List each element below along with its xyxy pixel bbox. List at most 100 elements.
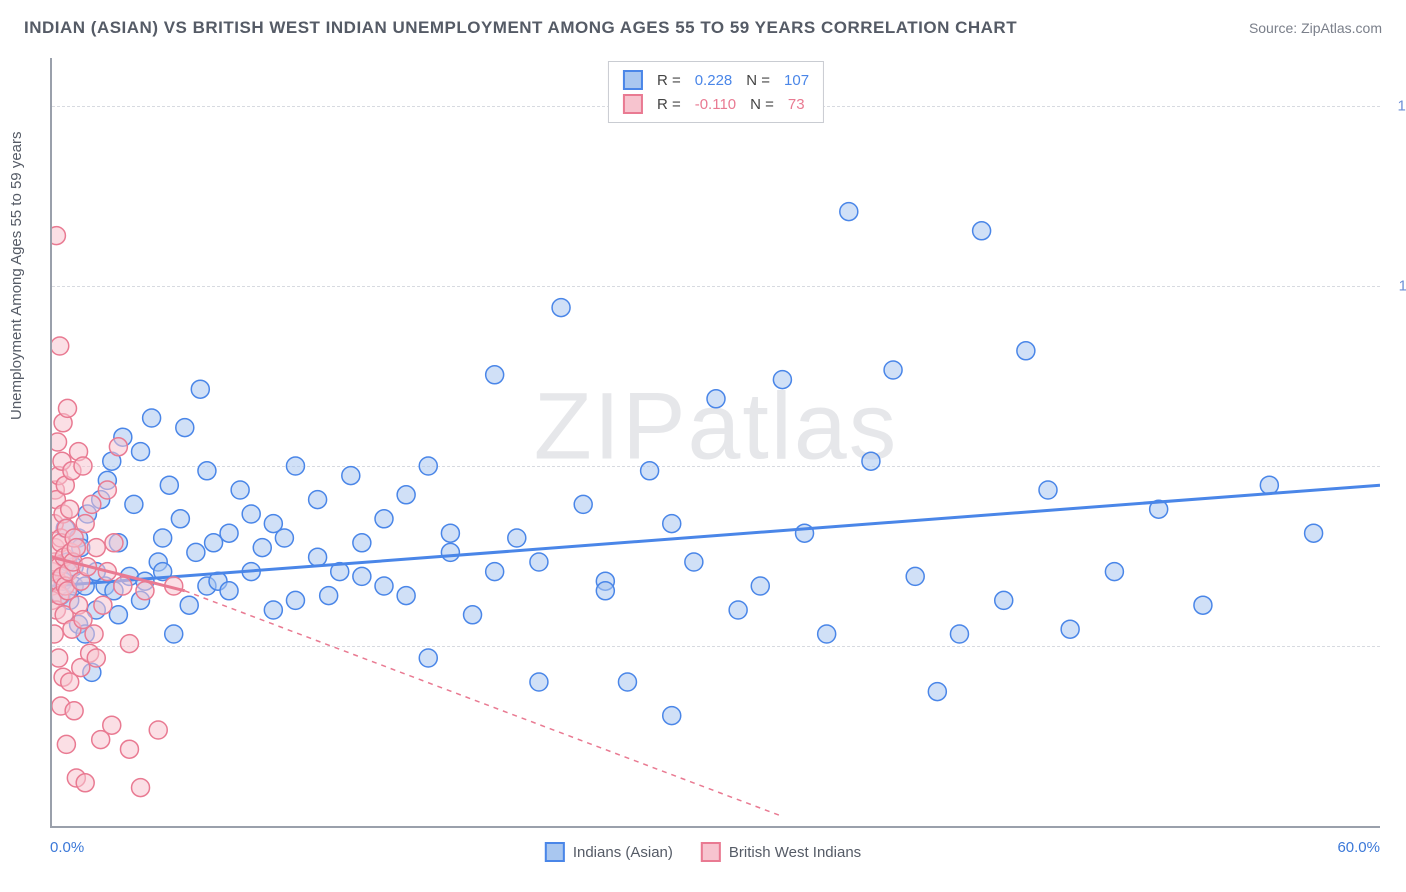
r-prefix: R = — [657, 72, 681, 89]
data-point — [950, 625, 968, 643]
data-point — [309, 491, 327, 509]
data-point — [596, 582, 614, 600]
data-point — [52, 337, 69, 355]
data-point — [57, 735, 75, 753]
data-point — [165, 625, 183, 643]
data-point — [120, 740, 138, 758]
data-point — [109, 606, 127, 624]
data-point — [143, 409, 161, 427]
data-point — [884, 361, 902, 379]
data-point — [353, 567, 371, 585]
data-point — [76, 515, 94, 533]
correlation-legend: R = 0.228 N = 107 R = -0.110 N = 73 — [608, 61, 824, 123]
data-point — [52, 625, 63, 643]
y-tick-label: 3.8% — [1385, 638, 1406, 655]
data-point — [176, 419, 194, 437]
data-point — [1039, 481, 1057, 499]
data-point — [530, 673, 548, 691]
data-point — [441, 524, 459, 542]
data-point — [52, 227, 65, 245]
data-point — [52, 649, 68, 667]
data-point — [419, 649, 437, 667]
data-point — [530, 553, 548, 571]
r-value-indians: 0.228 — [695, 72, 733, 89]
data-point — [83, 495, 101, 513]
data-point — [191, 380, 209, 398]
data-point — [120, 635, 138, 653]
data-point — [85, 625, 103, 643]
data-point — [87, 649, 105, 667]
data-point — [397, 486, 415, 504]
plot-area: ZIPatlas R = 0.228 N = 107 R = -0.110 N … — [50, 58, 1380, 828]
trend-line — [52, 485, 1380, 586]
data-point — [1305, 524, 1323, 542]
chart-svg — [52, 58, 1380, 826]
legend-label-indians: Indians (Asian) — [573, 844, 673, 861]
x-axis-min: 0.0% — [50, 839, 84, 856]
x-axis-max: 60.0% — [1337, 839, 1380, 856]
data-point — [264, 601, 282, 619]
data-point — [552, 299, 570, 317]
data-point — [149, 721, 167, 739]
source-label: Source: ZipAtlas.com — [1249, 20, 1382, 36]
data-point — [198, 462, 216, 480]
legend-row-bwi: R = -0.110 N = 73 — [623, 92, 809, 116]
legend-item-indians: Indians (Asian) — [545, 842, 673, 862]
data-point — [729, 601, 747, 619]
data-point — [98, 481, 116, 499]
data-point — [220, 582, 238, 600]
data-point — [125, 495, 143, 513]
data-point — [74, 457, 92, 475]
data-point — [286, 457, 304, 475]
data-point — [136, 582, 154, 600]
data-point — [320, 587, 338, 605]
data-point — [61, 500, 79, 518]
data-point — [1194, 596, 1212, 614]
data-point — [995, 591, 1013, 609]
data-point — [87, 539, 105, 557]
data-point — [114, 577, 132, 595]
data-point — [353, 534, 371, 552]
data-point — [231, 481, 249, 499]
data-point — [397, 587, 415, 605]
data-point — [973, 222, 991, 240]
data-point — [180, 596, 198, 614]
data-point — [103, 716, 121, 734]
data-point — [52, 433, 67, 451]
data-point — [486, 366, 504, 384]
n-value-bwi: 73 — [788, 96, 805, 113]
series-legend: Indians (Asian) British West Indians — [545, 842, 861, 862]
r-prefix: R = — [657, 96, 681, 113]
data-point — [1260, 476, 1278, 494]
data-point — [132, 779, 150, 797]
data-point — [342, 467, 360, 485]
data-point — [818, 625, 836, 643]
data-point — [94, 596, 112, 614]
swatch-indians-icon — [545, 842, 565, 862]
data-point — [906, 567, 924, 585]
data-point — [1017, 342, 1035, 360]
data-point — [862, 452, 880, 470]
data-point — [220, 524, 238, 542]
data-point — [840, 203, 858, 221]
data-point — [464, 606, 482, 624]
data-point — [109, 438, 127, 456]
data-point — [618, 673, 636, 691]
data-point — [375, 577, 393, 595]
y-axis-label: Unemployment Among Ages 55 to 59 years — [8, 131, 25, 420]
data-point — [574, 495, 592, 513]
n-prefix: N = — [750, 96, 774, 113]
data-point — [663, 515, 681, 533]
data-point — [441, 543, 459, 561]
data-point — [641, 462, 659, 480]
trend-line-extension — [185, 591, 783, 817]
data-point — [286, 591, 304, 609]
data-point — [275, 529, 293, 547]
data-point — [242, 505, 260, 523]
data-point — [205, 534, 223, 552]
data-point — [486, 563, 504, 581]
y-tick-label: 15.0% — [1385, 98, 1406, 115]
data-point — [419, 457, 437, 475]
data-point — [375, 510, 393, 528]
data-point — [928, 683, 946, 701]
